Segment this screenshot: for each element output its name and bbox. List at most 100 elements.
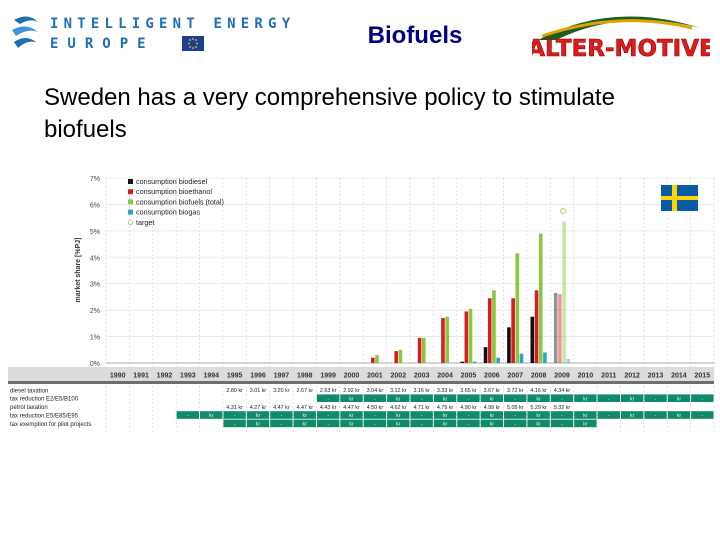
bar-consumption-biofuels-total- [492,290,496,363]
table-cell [340,402,363,411]
x-tick-label: 2015 [695,373,711,380]
ie-logo-line2: EUROPE [50,36,155,52]
table-cell [223,402,246,411]
table-cell [316,402,340,411]
table-cell [527,386,550,394]
ie-europe-swirl-icon [12,16,38,48]
table-cell-text: - [327,413,329,419]
x-tick-label: 2008 [531,373,547,380]
x-tick-label: 2003 [414,373,430,380]
alter-motive-logo: ALTER-MOTIVE [527,6,715,64]
legend-swatch [128,179,133,184]
legend-label: consumption bioethanol [136,187,212,196]
bar-consumption-bioethanol [487,298,492,363]
table-cell-text: - [187,413,189,419]
table-cell-text: - [468,396,470,402]
table-cell [457,419,480,428]
table-cell-text: - [421,413,423,419]
table-cell [387,419,410,428]
bar-consumption-bioethanol [558,294,562,363]
table-cell [387,402,410,411]
x-tick-label: 1999 [320,373,336,380]
table-cell [433,394,457,402]
table-cell [644,411,667,419]
table-cell [550,402,574,411]
bar-consumption-biodiesel [553,292,558,363]
table-cell-text: kr [490,422,495,428]
table-cell-text: 4.43 kr [320,405,337,411]
legend-swatch [128,209,133,215]
bar-consumption-biodiesel [507,327,511,363]
table-cell [410,394,433,402]
table-cell-text: - [374,396,376,402]
x-tick-label: 1990 [110,373,126,380]
table-cell-text: 4.90 kr [460,405,477,411]
table-cell [550,419,574,428]
table-cell [457,394,480,402]
table-cell-text: - [561,422,563,428]
table-cell [363,394,387,402]
table-cell [200,411,223,419]
table-cell-text: 5.29 kr [530,405,547,411]
x-tick-label: 2001 [367,373,383,380]
table-cell [410,411,433,419]
table-cell-text: 3.33 kr [437,388,454,394]
table-row-label: tax exemption for pilot projects [10,422,91,428]
table-cell-text: 3.20 kr [273,388,290,394]
table-cell [527,419,550,428]
table-cell-text: - [701,396,703,402]
table-cell [223,386,246,394]
table-cell-text: 5.32 kr [554,405,571,411]
bar-consumption-biogas [566,359,571,363]
table-cell-text: - [421,396,423,402]
table-cell-text: 5.05 kr [507,405,524,411]
table-cell [387,394,410,402]
bar-consumption-biogas [496,357,500,363]
table-cell-text: 4.31 kr [226,405,243,411]
x-tick-label: 1994 [203,373,219,380]
table-cell-text: kr [583,396,588,402]
table-cell [480,394,504,402]
table-cell [597,394,620,402]
table-cell-text: kr [490,413,495,419]
table-cell-text: - [327,396,329,402]
x-tick-label: 2014 [671,373,687,380]
x-tick-label: 1998 [297,373,313,380]
sweden-flag-icon [661,185,698,211]
table-cell [550,411,574,419]
table-cell [340,411,363,419]
table-cell-text: kr [536,413,541,419]
table-cell [316,419,340,428]
table-cell-text: kr [396,422,401,428]
legend-swatch [128,199,133,205]
y-tick-label: 1% [90,335,100,342]
table-cell [433,402,457,411]
table-cell [550,386,574,394]
table-cell [363,419,387,428]
table-cell [316,394,340,402]
bar-consumption-biofuels-total- [421,337,426,363]
table-cell-text: kr [349,413,354,419]
table-cell [410,419,433,428]
table-cell-text: kr [583,413,588,419]
headline: Sweden has a very comprehensive policy t… [44,84,615,143]
table-cell-text: kr [209,413,214,419]
y-tick-label: 4% [90,255,100,262]
bar-consumption-bioethanol [511,298,515,363]
table-cell-text: kr [677,396,682,402]
table-row-label: diesel taxation [10,388,48,394]
table-cell [270,419,293,428]
x-tick-label: 1996 [250,373,266,380]
table-cell-text: kr [303,413,308,419]
chart-svg: 0% 1% 2% 3% 4% 5% 6% 7% market share [%PJ] consum… [8,176,715,432]
table-cell-text: - [374,422,376,428]
table-cell [457,386,480,394]
bar-consumption-biofuels-total- [468,308,473,363]
table-cell [223,411,246,419]
bar-consumption-biofuels-total- [538,233,543,363]
table-cell [527,402,550,411]
table-cell [293,402,316,411]
table-cell-text: kr [256,422,261,428]
table-cell-text: - [468,413,470,419]
ie-logo-line1: INTELLIGENT ENERGY [50,16,296,32]
